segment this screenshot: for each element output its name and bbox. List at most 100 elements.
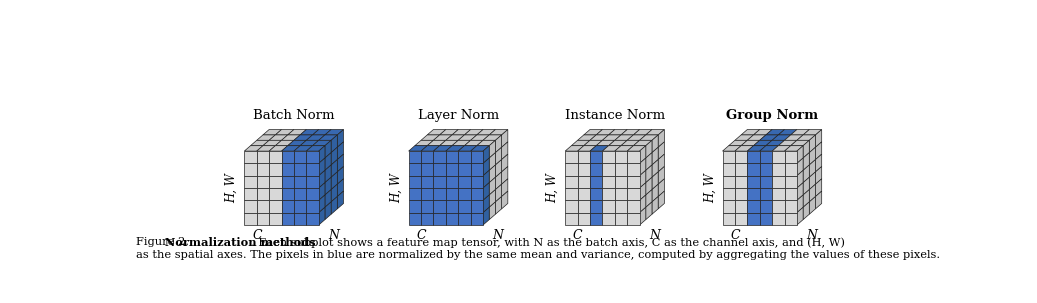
Polygon shape [331, 160, 337, 177]
Polygon shape [578, 188, 590, 200]
Polygon shape [257, 135, 276, 140]
Polygon shape [325, 177, 331, 195]
Polygon shape [306, 151, 318, 163]
Polygon shape [458, 200, 471, 213]
Polygon shape [723, 151, 735, 163]
Polygon shape [634, 140, 652, 146]
Polygon shape [300, 140, 318, 146]
Text: C: C [730, 229, 740, 242]
Polygon shape [609, 129, 627, 135]
Polygon shape [748, 188, 760, 200]
Polygon shape [483, 135, 502, 140]
Polygon shape [590, 163, 602, 176]
Polygon shape [287, 140, 306, 146]
Polygon shape [245, 151, 257, 163]
Polygon shape [640, 183, 646, 200]
Polygon shape [483, 195, 489, 213]
Polygon shape [496, 147, 502, 165]
Polygon shape [785, 163, 796, 176]
Polygon shape [640, 135, 658, 140]
Text: Group Norm: Group Norm [726, 109, 818, 122]
Polygon shape [640, 195, 646, 213]
Polygon shape [458, 188, 471, 200]
Polygon shape [489, 165, 496, 183]
Polygon shape [293, 200, 306, 213]
Polygon shape [596, 129, 615, 135]
Polygon shape [245, 213, 257, 225]
Polygon shape [421, 188, 433, 200]
Polygon shape [773, 188, 785, 200]
Polygon shape [815, 179, 821, 197]
Polygon shape [815, 154, 821, 172]
Polygon shape [640, 207, 646, 225]
Polygon shape [465, 140, 483, 146]
Polygon shape [281, 176, 293, 188]
Polygon shape [773, 176, 785, 188]
Polygon shape [270, 176, 281, 188]
Polygon shape [723, 188, 735, 200]
Polygon shape [634, 129, 652, 135]
Polygon shape [318, 183, 325, 200]
Polygon shape [446, 188, 458, 200]
Polygon shape [446, 151, 458, 163]
Polygon shape [729, 140, 748, 146]
Polygon shape [803, 177, 809, 195]
Polygon shape [815, 129, 821, 147]
Polygon shape [627, 163, 640, 176]
Polygon shape [760, 163, 773, 176]
Polygon shape [735, 188, 748, 200]
Polygon shape [646, 177, 652, 195]
Polygon shape [658, 142, 665, 160]
Polygon shape [409, 163, 421, 176]
Polygon shape [735, 213, 748, 225]
Polygon shape [615, 200, 627, 213]
Polygon shape [760, 146, 779, 151]
Polygon shape [489, 140, 496, 158]
Polygon shape [578, 135, 596, 140]
Polygon shape [293, 213, 306, 225]
Polygon shape [281, 213, 293, 225]
Polygon shape [590, 135, 609, 140]
Polygon shape [741, 129, 760, 135]
Polygon shape [318, 195, 325, 213]
Polygon shape [496, 197, 502, 214]
Polygon shape [565, 176, 578, 188]
Polygon shape [306, 200, 318, 213]
Polygon shape [458, 135, 477, 140]
Polygon shape [627, 200, 640, 213]
Polygon shape [421, 151, 433, 163]
Polygon shape [803, 190, 809, 207]
Polygon shape [602, 188, 615, 200]
Polygon shape [489, 129, 508, 135]
Polygon shape [421, 163, 433, 176]
Polygon shape [276, 140, 293, 146]
Polygon shape [748, 213, 760, 225]
Polygon shape [803, 165, 809, 183]
Polygon shape [471, 188, 483, 200]
Polygon shape [496, 172, 502, 190]
Polygon shape [502, 166, 508, 184]
Polygon shape [785, 213, 796, 225]
Text: C: C [417, 229, 426, 242]
Polygon shape [489, 190, 496, 207]
Polygon shape [452, 140, 471, 146]
Polygon shape [281, 135, 300, 140]
Polygon shape [627, 135, 646, 140]
Polygon shape [433, 135, 452, 140]
Polygon shape [785, 151, 796, 163]
Text: Normalization methods: Normalization methods [165, 237, 316, 248]
Polygon shape [245, 200, 257, 213]
Polygon shape [325, 140, 331, 158]
Polygon shape [640, 158, 646, 176]
Text: H, W: H, W [390, 173, 402, 203]
Polygon shape [325, 129, 343, 135]
Polygon shape [748, 163, 760, 176]
Polygon shape [257, 151, 270, 163]
Polygon shape [502, 191, 508, 209]
Polygon shape [773, 151, 785, 163]
Polygon shape [590, 188, 602, 200]
Polygon shape [760, 176, 773, 188]
Polygon shape [773, 135, 790, 140]
Polygon shape [483, 146, 489, 163]
Polygon shape [293, 188, 306, 200]
